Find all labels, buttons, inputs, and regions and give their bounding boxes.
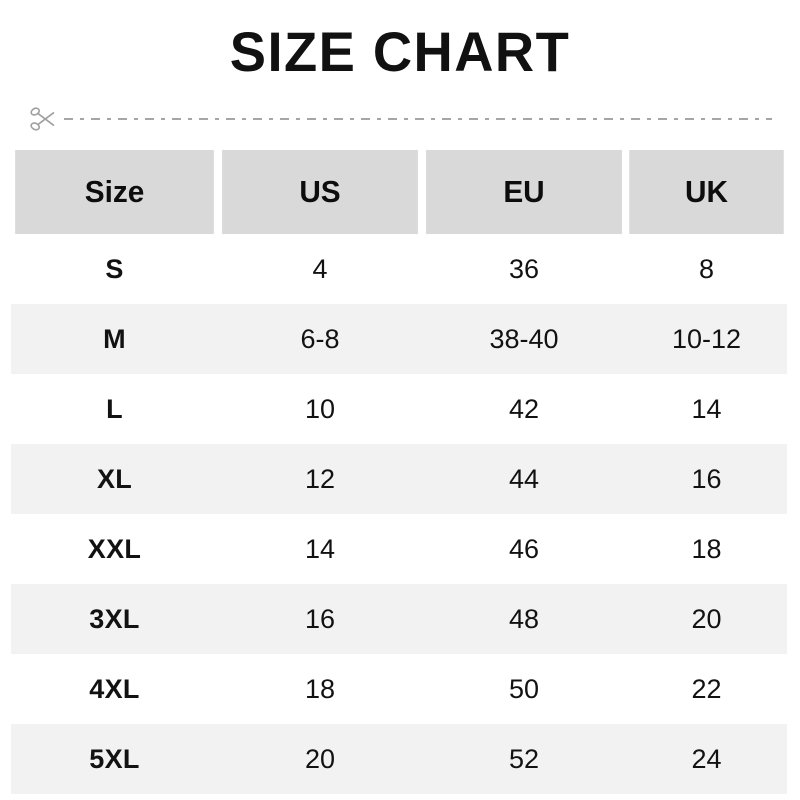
table-row: M 6-8 38-40 10-12: [11, 304, 787, 374]
cell-size: 3XL: [11, 584, 218, 654]
table-row: 3XL 16 48 20: [11, 584, 787, 654]
cell-us: 12: [218, 444, 422, 514]
cell-uk: 16: [626, 444, 787, 514]
size-chart-table: Size US EU UK S 4 36 8 M 6-8 38-40 10-12…: [11, 150, 787, 794]
cell-uk: 10-12: [626, 304, 787, 374]
column-header-us: US: [222, 150, 418, 234]
table-body: S 4 36 8 M 6-8 38-40 10-12 L 10 42 14 XL…: [11, 234, 787, 794]
table-header: Size US EU UK: [11, 150, 787, 234]
cell-eu: 48: [422, 584, 626, 654]
cell-uk: 20: [626, 584, 787, 654]
cell-size: M: [11, 304, 218, 374]
cell-eu: 42: [422, 374, 626, 444]
cell-uk: 18: [626, 514, 787, 584]
cell-us: 16: [218, 584, 422, 654]
column-header-eu: EU: [426, 150, 622, 234]
cell-uk: 8: [626, 234, 787, 304]
cell-eu: 50: [422, 654, 626, 724]
cell-size: L: [11, 374, 218, 444]
cell-us: 6-8: [218, 304, 422, 374]
cell-uk: 14: [626, 374, 787, 444]
scissors-icon: [30, 107, 55, 131]
cell-eu: 36: [422, 234, 626, 304]
cell-size: S: [11, 234, 218, 304]
page-title: SIZE CHART: [229, 20, 571, 83]
cell-us: 20: [218, 724, 422, 794]
table-row: S 4 36 8: [11, 234, 787, 304]
cell-us: 4: [218, 234, 422, 304]
table-row: L 10 42 14: [11, 374, 787, 444]
table-header-row: Size US EU UK: [11, 150, 787, 234]
cell-size: XL: [11, 444, 218, 514]
cell-eu: 52: [422, 724, 626, 794]
cell-eu: 46: [422, 514, 626, 584]
dashed-cut-line: [64, 118, 772, 120]
cell-size: XXL: [11, 514, 218, 584]
table-row: XL 12 44 16: [11, 444, 787, 514]
cell-eu: 38-40: [422, 304, 626, 374]
cell-eu: 44: [422, 444, 626, 514]
cell-size: 5XL: [11, 724, 218, 794]
cell-size: 4XL: [11, 654, 218, 724]
cell-us: 18: [218, 654, 422, 724]
table-row: XXL 14 46 18: [11, 514, 787, 584]
cell-us: 14: [218, 514, 422, 584]
cell-us: 10: [218, 374, 422, 444]
cell-uk: 24: [626, 724, 787, 794]
table-row: 5XL 20 52 24: [11, 724, 787, 794]
cell-uk: 22: [626, 654, 787, 724]
table-row: 4XL 18 50 22: [11, 654, 787, 724]
column-header-uk: UK: [629, 150, 784, 234]
column-header-size: Size: [15, 150, 214, 234]
cut-line: [28, 104, 772, 134]
